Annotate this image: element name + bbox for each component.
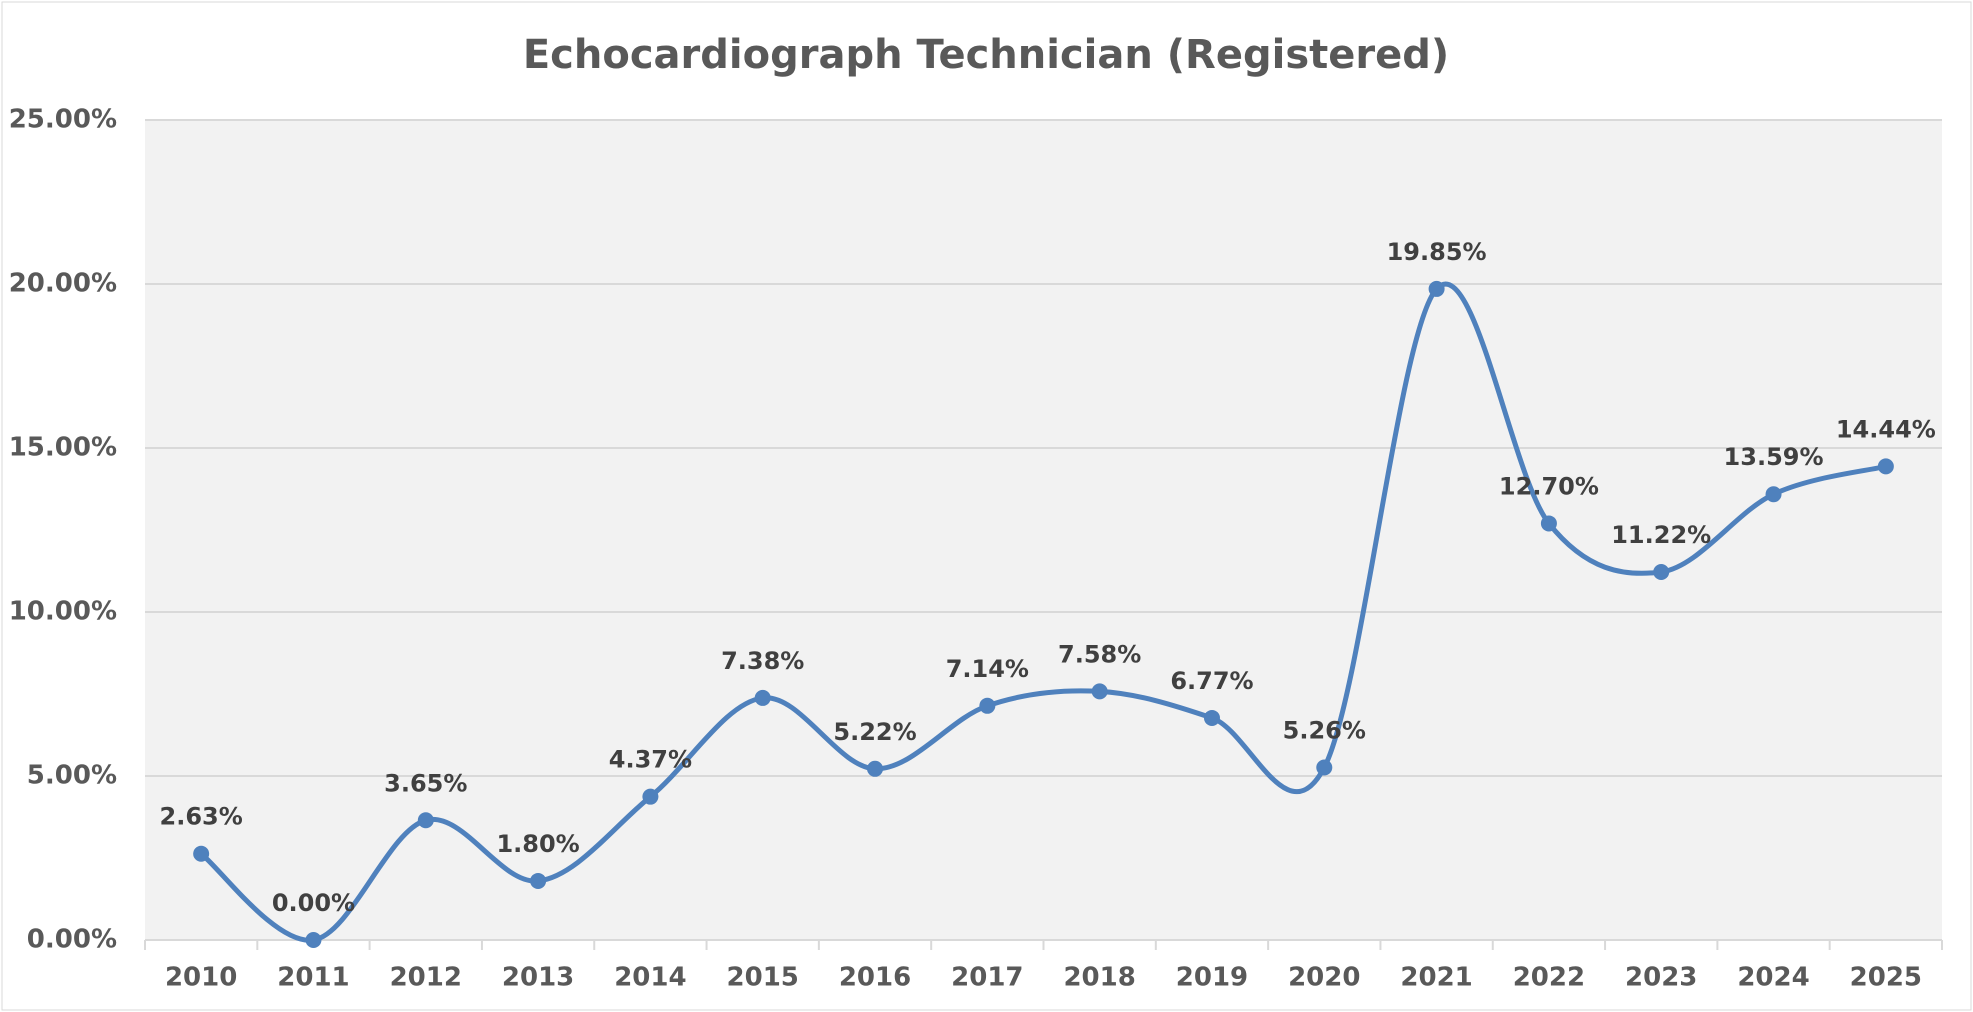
data-label: 2.63% [160, 803, 243, 831]
data-label: 4.37% [609, 746, 692, 774]
y-tick-label: 10.00% [9, 597, 117, 627]
y-tick-label: 0.00% [27, 925, 117, 955]
x-tick-label: 2024 [1737, 963, 1809, 993]
data-label: 12.70% [1499, 472, 1599, 500]
x-tick-label: 2014 [614, 963, 686, 993]
x-tick-label: 2018 [1063, 963, 1135, 993]
x-tick-label: 2022 [1513, 963, 1585, 993]
data-label: 1.80% [496, 830, 579, 858]
data-label: 13.59% [1724, 443, 1824, 471]
x-tick-label: 2013 [502, 963, 574, 993]
data-label: 5.26% [1283, 716, 1366, 744]
plot-area [145, 120, 1942, 940]
x-tick-label: 2019 [1176, 963, 1248, 993]
y-tick-label: 5.00% [27, 761, 117, 791]
marker [1540, 515, 1557, 532]
data-label: 19.85% [1387, 238, 1487, 266]
x-tick-label: 2016 [839, 963, 911, 993]
marker [754, 689, 771, 706]
x-tick-label: 2010 [165, 963, 237, 993]
marker [1877, 458, 1894, 475]
y-tick-label: 20.00% [9, 269, 117, 299]
marker [305, 932, 322, 948]
marker [417, 812, 434, 829]
data-label: 11.22% [1611, 521, 1711, 549]
x-tick-label: 2017 [951, 963, 1023, 993]
marker [1203, 709, 1220, 726]
marker [1316, 759, 1333, 776]
marker [1428, 280, 1445, 297]
x-tick-label: 2012 [390, 963, 462, 993]
data-label: 7.14% [946, 655, 1029, 683]
x-tick-label: 2015 [727, 963, 799, 993]
data-label: 6.77% [1170, 667, 1253, 695]
x-tick-label: 2021 [1400, 963, 1472, 993]
marker [867, 760, 884, 777]
marker [193, 845, 210, 862]
data-label: 14.44% [1836, 415, 1936, 443]
data-label: 3.65% [384, 769, 467, 797]
marker [530, 872, 547, 889]
data-label: 7.58% [1058, 640, 1141, 668]
data-label: 0.00% [272, 889, 355, 917]
x-tick-label: 2011 [277, 963, 349, 993]
data-label: 5.22% [833, 718, 916, 746]
x-tick-label: 2020 [1288, 963, 1360, 993]
marker [1091, 683, 1108, 700]
data-label: 7.38% [721, 647, 804, 675]
y-tick-label: 25.00% [9, 105, 117, 135]
x-tick-label: 2023 [1625, 963, 1697, 993]
chart-title: Echocardiograph Technician (Registered) [523, 32, 1449, 78]
marker [642, 788, 659, 805]
marker [1653, 563, 1670, 580]
y-tick-label: 15.00% [9, 433, 117, 463]
x-tick-label: 2025 [1850, 963, 1922, 993]
marker [1765, 486, 1782, 503]
marker [979, 697, 996, 714]
